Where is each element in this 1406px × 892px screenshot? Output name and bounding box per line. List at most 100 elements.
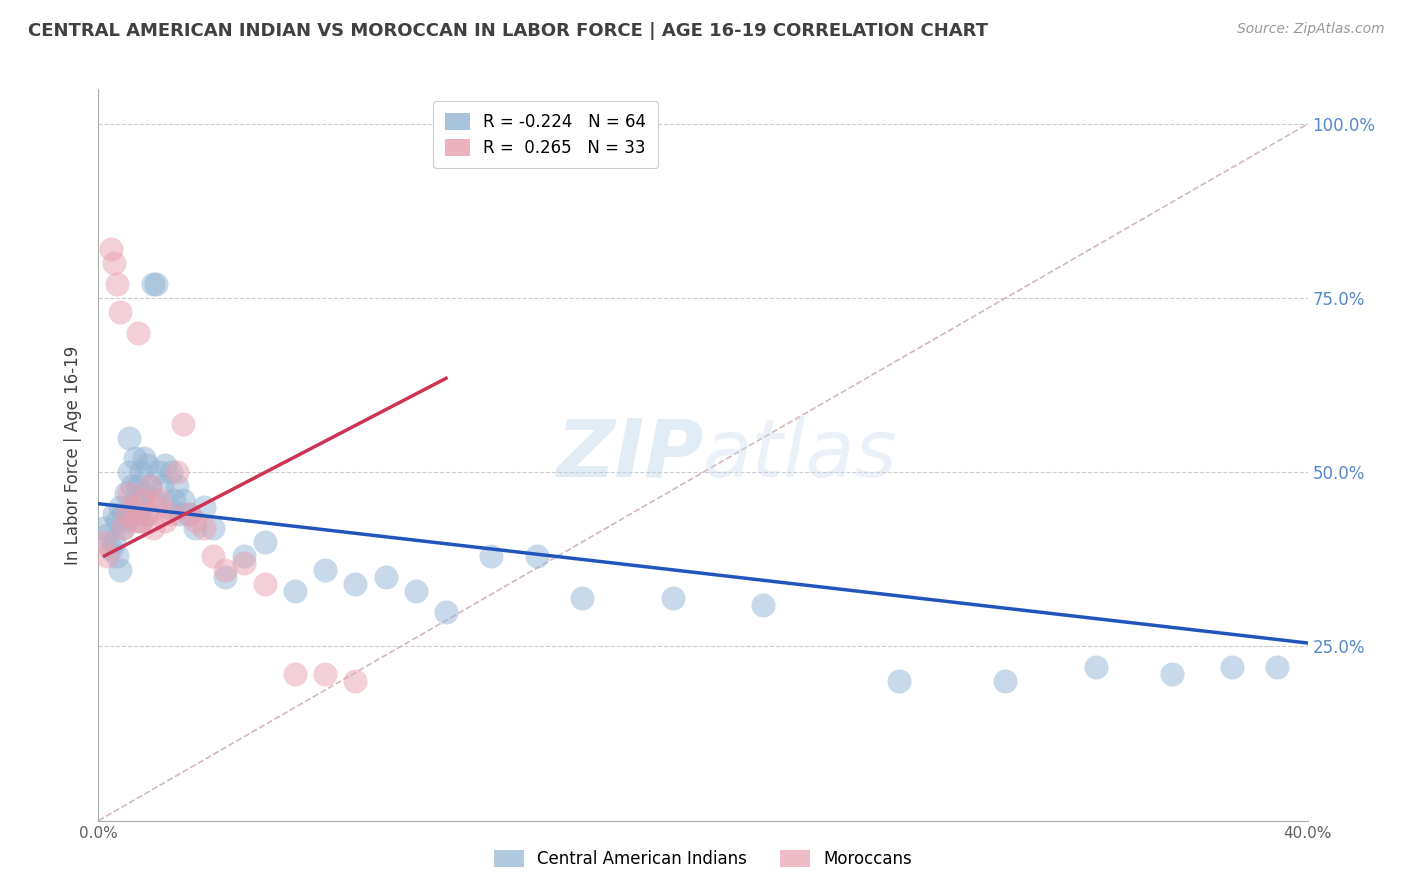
Point <box>93 535 115 549</box>
Point <box>232 556 254 570</box>
Point <box>193 500 215 515</box>
Point <box>124 493 146 508</box>
Point <box>148 466 170 480</box>
Point <box>103 535 125 549</box>
Point <box>129 514 152 528</box>
Point <box>108 305 131 319</box>
Point <box>111 521 134 535</box>
Point <box>129 466 152 480</box>
Point <box>105 514 128 528</box>
Point <box>179 507 201 521</box>
Point <box>108 500 131 515</box>
Point <box>96 549 118 563</box>
Point <box>132 486 155 500</box>
Point <box>481 549 503 563</box>
Point <box>145 277 167 292</box>
Point <box>103 256 125 270</box>
Point <box>135 507 157 521</box>
Point <box>127 479 149 493</box>
Legend: R = -0.224   N = 64, R =  0.265   N = 33: R = -0.224 N = 64, R = 0.265 N = 33 <box>433 101 658 169</box>
Point <box>314 667 336 681</box>
Point <box>994 674 1017 689</box>
Point <box>253 576 276 591</box>
Point <box>179 507 201 521</box>
Point <box>661 591 683 605</box>
Point <box>344 576 367 591</box>
Point <box>121 500 143 515</box>
Point <box>434 605 457 619</box>
Point <box>344 674 367 689</box>
Point <box>169 507 191 521</box>
Point <box>139 479 162 493</box>
Point <box>111 521 134 535</box>
Point <box>405 583 427 598</box>
Point <box>124 514 146 528</box>
Point <box>135 507 157 521</box>
Point <box>100 243 122 257</box>
Point <box>232 549 254 563</box>
Point <box>132 493 155 508</box>
Point <box>166 479 188 493</box>
Point <box>142 521 165 535</box>
Point <box>150 479 173 493</box>
Point <box>135 458 157 473</box>
Point <box>526 549 548 563</box>
Point <box>142 493 165 508</box>
Point <box>214 570 236 584</box>
Point <box>142 277 165 292</box>
Point <box>1160 667 1182 681</box>
Point <box>314 563 336 577</box>
Text: ZIP: ZIP <box>555 416 703 494</box>
Point <box>108 563 131 577</box>
Point <box>139 479 162 493</box>
Point <box>105 549 128 563</box>
Point <box>121 507 143 521</box>
Point <box>121 479 143 493</box>
Point <box>172 417 194 431</box>
Point <box>374 570 396 584</box>
Text: Source: ZipAtlas.com: Source: ZipAtlas.com <box>1237 22 1385 37</box>
Point <box>127 507 149 521</box>
Point <box>172 493 194 508</box>
Point <box>202 549 225 563</box>
Point <box>163 493 186 508</box>
Point <box>96 528 118 542</box>
Point <box>160 466 183 480</box>
Point <box>184 514 207 528</box>
Point <box>111 507 134 521</box>
Point <box>105 277 128 292</box>
Point <box>114 507 136 521</box>
Point <box>145 500 167 515</box>
Point <box>752 598 775 612</box>
Point <box>193 521 215 535</box>
Point <box>100 541 122 556</box>
Point <box>148 493 170 508</box>
Point <box>153 514 176 528</box>
Legend: Central American Indians, Moroccans: Central American Indians, Moroccans <box>486 843 920 875</box>
Point <box>129 514 152 528</box>
Point <box>114 486 136 500</box>
Text: CENTRAL AMERICAN INDIAN VS MOROCCAN IN LABOR FORCE | AGE 16-19 CORRELATION CHART: CENTRAL AMERICAN INDIAN VS MOROCCAN IN L… <box>28 22 988 40</box>
Point <box>153 458 176 473</box>
Point <box>166 466 188 480</box>
Point <box>118 430 141 444</box>
Point <box>1085 660 1108 674</box>
Point <box>284 583 307 598</box>
Point <box>571 591 593 605</box>
Point <box>202 521 225 535</box>
Point <box>889 674 911 689</box>
Point <box>156 500 179 515</box>
Text: atlas: atlas <box>703 416 898 494</box>
Point <box>214 563 236 577</box>
Point <box>132 451 155 466</box>
Point <box>184 521 207 535</box>
Point <box>253 535 276 549</box>
Point <box>118 486 141 500</box>
Point <box>1267 660 1289 674</box>
Y-axis label: In Labor Force | Age 16-19: In Labor Force | Age 16-19 <box>65 345 83 565</box>
Point <box>124 451 146 466</box>
Point <box>93 521 115 535</box>
Point <box>1220 660 1243 674</box>
Point <box>118 466 141 480</box>
Point <box>284 667 307 681</box>
